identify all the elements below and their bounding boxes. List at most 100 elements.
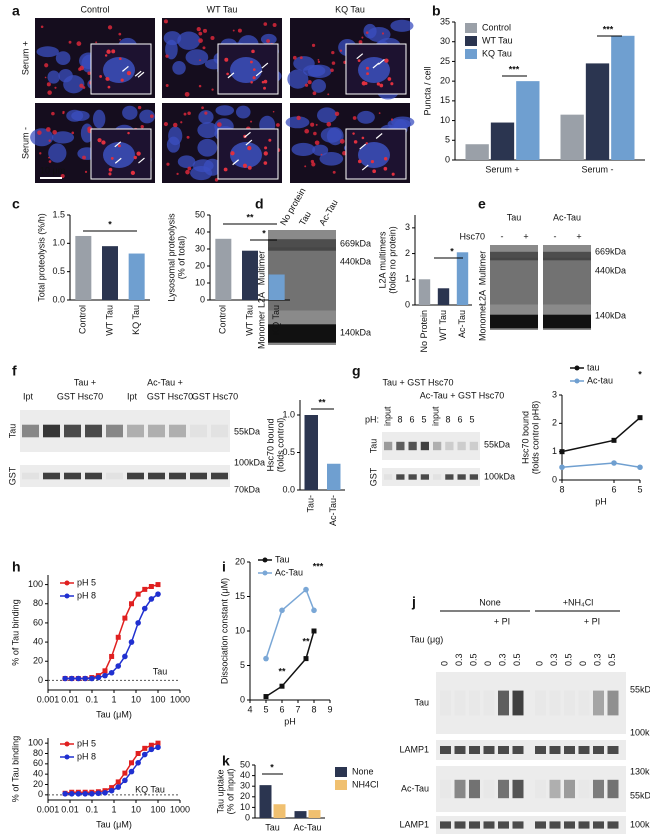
puncta bbox=[82, 155, 86, 160]
puncta bbox=[378, 112, 381, 114]
blot-band bbox=[127, 472, 144, 480]
y-tick-label: 60 bbox=[33, 617, 43, 627]
panel-letter: c bbox=[12, 196, 20, 212]
sign: - bbox=[554, 231, 557, 241]
puncta bbox=[352, 116, 357, 120]
puncta bbox=[326, 121, 332, 127]
x-tick-label: 0.001 bbox=[37, 804, 60, 814]
legend-label: NH4Cl bbox=[352, 779, 379, 789]
nucleus bbox=[390, 19, 414, 32]
inset-puncta bbox=[370, 159, 375, 164]
gel-band bbox=[543, 251, 591, 261]
inset-puncta bbox=[361, 81, 367, 86]
y-axis-label: Dissociation constant (μM) bbox=[219, 578, 229, 684]
legend-label: Ac-tau bbox=[587, 375, 613, 385]
inset-puncta bbox=[264, 146, 268, 150]
inset-nucleus bbox=[103, 57, 135, 83]
y-tick-label: 0 bbox=[405, 299, 410, 309]
y-tick-label: 30 bbox=[440, 36, 450, 46]
blot-band bbox=[593, 746, 604, 754]
marker bbox=[611, 460, 617, 466]
puncta bbox=[201, 106, 204, 110]
amount: 0.3 bbox=[497, 653, 507, 666]
row-label: Tau bbox=[368, 439, 378, 454]
marker bbox=[303, 656, 309, 662]
y-axis-label: (% of input) bbox=[225, 768, 235, 814]
y-axis-label: % of Tau binding bbox=[10, 599, 20, 665]
side-label: Monomer bbox=[477, 303, 487, 341]
arrow bbox=[114, 157, 122, 164]
annotation: ** bbox=[318, 397, 326, 407]
y-tick-label: 1.0 bbox=[282, 409, 295, 419]
puncta bbox=[107, 25, 113, 30]
blot-band bbox=[512, 779, 524, 799]
marker: 100kDa bbox=[484, 471, 515, 481]
blot-band bbox=[469, 779, 480, 799]
blot-band bbox=[433, 474, 442, 480]
blot-band bbox=[22, 472, 39, 480]
y-tick-label: 40 bbox=[195, 226, 205, 236]
puncta bbox=[317, 60, 321, 64]
lane-label: Tau bbox=[297, 210, 313, 228]
blot-band bbox=[549, 746, 561, 754]
puncta bbox=[51, 111, 55, 116]
legend-marker bbox=[574, 378, 580, 384]
inset-puncta bbox=[263, 161, 268, 165]
y-tick-label: 20 bbox=[235, 556, 245, 566]
y-tick-label: 30 bbox=[240, 781, 250, 791]
marker bbox=[637, 464, 643, 471]
bar bbox=[273, 804, 286, 818]
blot-band bbox=[64, 424, 81, 438]
marker bbox=[62, 675, 68, 682]
blot bbox=[436, 672, 626, 734]
bar bbox=[560, 114, 584, 160]
marker bbox=[135, 620, 141, 626]
blot-band bbox=[469, 746, 480, 754]
y-tick-label: 0 bbox=[245, 812, 250, 822]
arrow bbox=[372, 62, 380, 69]
blot-band bbox=[578, 746, 590, 754]
puncta bbox=[272, 110, 275, 113]
nucleus bbox=[66, 109, 84, 122]
puncta bbox=[118, 32, 122, 36]
inset-puncta bbox=[110, 157, 114, 160]
nucleus bbox=[172, 61, 186, 75]
puncta bbox=[304, 128, 310, 134]
puncta bbox=[202, 46, 206, 50]
x-tick-label: Serum + bbox=[485, 164, 519, 174]
inset-puncta bbox=[357, 159, 362, 164]
annotation: * bbox=[270, 762, 274, 772]
marker bbox=[122, 615, 128, 621]
annotation: ** bbox=[246, 212, 254, 222]
x-tick-label: Ac-Tau bbox=[293, 822, 321, 832]
puncta bbox=[39, 152, 42, 155]
y-tick-label: 20 bbox=[440, 76, 450, 86]
bar bbox=[437, 288, 450, 305]
nucleus bbox=[166, 136, 181, 153]
marker: 100kDa bbox=[234, 457, 265, 467]
puncta bbox=[166, 162, 170, 166]
puncta bbox=[119, 38, 122, 41]
y-tick-label: 0 bbox=[38, 789, 43, 799]
inset-nucleus bbox=[358, 142, 390, 168]
marker bbox=[89, 791, 95, 797]
puncta bbox=[48, 160, 52, 163]
amount: 0.5 bbox=[468, 653, 478, 666]
group-label: Tau + GST Hsc70 bbox=[382, 377, 453, 387]
inset-puncta bbox=[104, 54, 108, 57]
blot-band bbox=[498, 746, 509, 754]
blot-band bbox=[433, 441, 442, 451]
inset-puncta bbox=[107, 85, 111, 89]
amount: 0.3 bbox=[454, 653, 464, 666]
marker: 100kDa bbox=[630, 819, 650, 829]
legend-marker bbox=[262, 570, 268, 576]
marker bbox=[155, 740, 161, 746]
y-tick-label: 0 bbox=[200, 294, 205, 304]
inset-puncta bbox=[250, 80, 253, 84]
marker bbox=[611, 437, 617, 443]
blot-band bbox=[85, 424, 102, 438]
inset-puncta bbox=[108, 172, 112, 176]
marker bbox=[559, 464, 565, 471]
y-tick-label: 0.0 bbox=[52, 294, 65, 304]
